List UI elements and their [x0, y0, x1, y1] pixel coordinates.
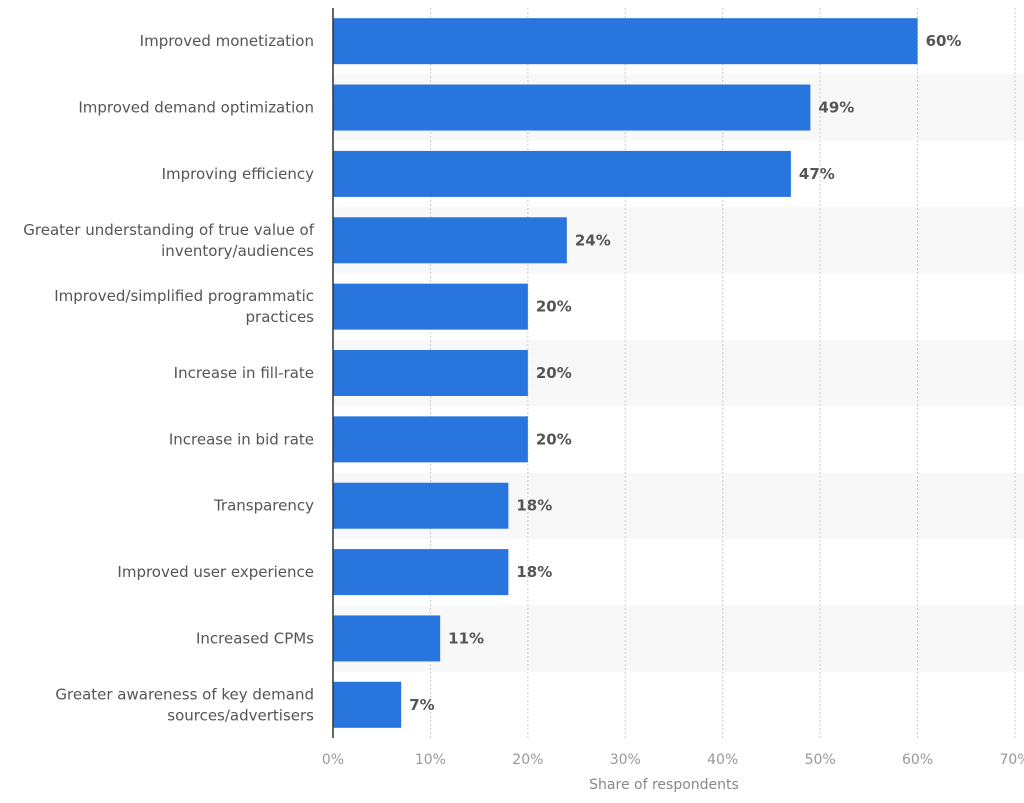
bar [333, 615, 441, 662]
category-label: Improved/simplified programmatic practice… [54, 287, 314, 326]
data-label: 20% [536, 430, 572, 448]
category-label-line: Transparency [213, 497, 314, 515]
data-label: 20% [536, 298, 572, 316]
data-label: 18% [516, 563, 552, 581]
bar [333, 350, 528, 396]
x-tick-label: 20% [512, 752, 543, 768]
bar [333, 681, 402, 728]
category-label: Greater understanding of true value of in… [23, 221, 314, 260]
category-label-line: sources/advertisers [167, 706, 314, 724]
bar [333, 84, 811, 131]
data-label: 18% [516, 497, 552, 515]
category-label-line: practices [246, 308, 315, 326]
bar [333, 217, 567, 264]
category-label: Improved monetization [140, 32, 314, 50]
category-label-line: Improved user experience [117, 563, 314, 581]
x-tick-label: 50% [805, 752, 836, 768]
bar [333, 18, 918, 65]
category-label-line: Increased CPMs [196, 629, 314, 647]
x-tick-label: 0% [322, 752, 344, 768]
x-tick-label: 60% [902, 752, 933, 768]
category-label: Increased CPMs [196, 629, 314, 647]
category-label: Improved demand optimization [78, 99, 314, 117]
bar [333, 482, 509, 529]
category-label-line: inventory/audiences [161, 242, 314, 260]
bar [333, 549, 509, 596]
category-label-line: Improved demand optimization [78, 99, 314, 117]
category-label-line: Greater understanding of true value of [23, 221, 314, 239]
bar [333, 150, 791, 197]
category-label-line: Increase in bid rate [169, 430, 314, 448]
row-band [333, 605, 1024, 672]
category-label: Improved user experience [117, 563, 314, 581]
category-label: Transparency [213, 497, 314, 515]
x-tick-label: 70% [999, 752, 1024, 768]
data-label: 20% [536, 364, 572, 382]
x-axis-title: Share of respondents [589, 777, 739, 793]
data-label: 7% [409, 696, 434, 714]
data-label: 47% [799, 165, 835, 183]
category-label-line: Greater awareness of key demand [55, 685, 314, 703]
data-label: 24% [575, 231, 611, 249]
x-tick-label: 40% [707, 752, 738, 768]
x-tick-label: 10% [415, 752, 446, 768]
category-label-line: Improving efficiency [162, 165, 315, 183]
category-label: Increase in fill-rate [174, 364, 314, 382]
category-label: Increase in bid rate [169, 430, 314, 448]
category-label-line: Increase in fill-rate [174, 364, 314, 382]
category-label-line: Improved monetization [140, 32, 314, 50]
x-tick-label: 30% [610, 752, 641, 768]
category-label: Improving efficiency [162, 165, 315, 183]
data-label: 49% [818, 99, 854, 117]
data-label: 11% [448, 629, 484, 647]
category-label: Greater awareness of key demand sources/a… [55, 685, 314, 724]
category-label-line: Improved/simplified programmatic [54, 287, 314, 305]
data-label: 60% [926, 32, 962, 50]
bar [333, 283, 528, 330]
bar [333, 416, 528, 463]
